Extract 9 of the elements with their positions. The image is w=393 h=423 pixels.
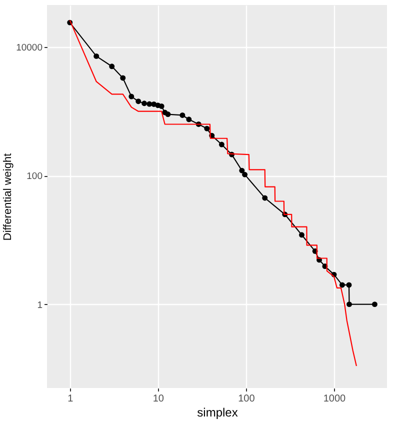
y-axis-title: Differential weight	[2, 153, 14, 241]
y-tick-label: 1	[37, 300, 42, 311]
x-tick-label: 100	[238, 394, 256, 404]
y-tick-label: 10000	[16, 42, 42, 54]
y-tick-label: 100	[26, 171, 42, 182]
x-tick-label: 1	[68, 394, 74, 404]
x-axis-title: simplex	[197, 406, 238, 420]
x-tick-label: 1000	[323, 394, 346, 404]
x-tick-label: 10	[152, 394, 164, 404]
